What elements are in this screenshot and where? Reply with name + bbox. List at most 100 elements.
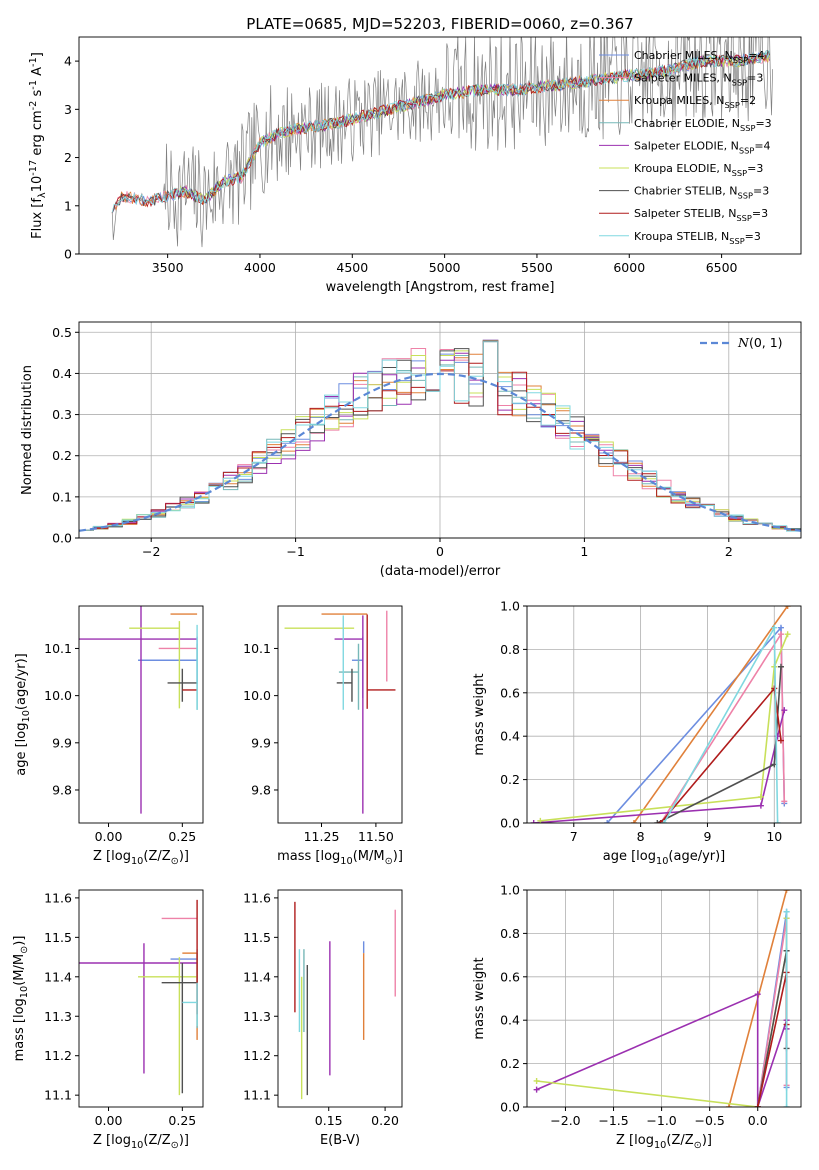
x-tick-label: 1: [580, 544, 588, 559]
y-tick-label: 10.0: [44, 688, 72, 703]
axes-frame: [526, 605, 802, 824]
x-tick-label: 0: [436, 544, 444, 559]
weight-marker: [630, 820, 637, 823]
x-tick-label: −1.0: [646, 1113, 676, 1128]
y-tick-label: 11.5: [44, 930, 72, 945]
y-tick-label: 11.1: [243, 1088, 271, 1103]
weight-marker: [757, 802, 764, 809]
age-vs-mass-panel: 11.25 11.50 9.8 9.9 10.0 10.1 mass [log10(M/M⊙…: [243, 605, 403, 867]
weight-marker: [784, 606, 791, 609]
y-tick-label: 11.4: [44, 969, 72, 984]
weight-marker: [777, 631, 784, 638]
legend-label: Kroupa ELODIE, NSSP=3: [634, 162, 763, 178]
observed-spectrum: [111, 37, 773, 248]
y-tick-label: 0.6: [500, 969, 520, 984]
y-tick-label: 11.5: [243, 930, 271, 945]
weight-marker: [725, 1104, 732, 1107]
y-tick-label: 0: [64, 247, 72, 262]
weight-marker: [530, 820, 537, 823]
x-tick-label: 7: [570, 829, 578, 844]
y-tick-label: 0.6: [500, 685, 520, 700]
y-tick-label: 0.3: [52, 407, 72, 422]
y-axis-label: Normed distribution: [20, 365, 35, 495]
weight-marker: [754, 991, 761, 998]
model-series-3: [170, 49, 770, 203]
y-axis-label: mass [log10(M/M⊙)]: [12, 936, 30, 1062]
mass-vs-metallicity-panel: 0.00 0.25 11.1 11.2 11.3 11.4 11.5 11.6 Z [log10…: [12, 889, 204, 1151]
axes-frame: [78, 321, 802, 539]
y-tick-label: 11.6: [44, 890, 72, 905]
weight-vs-metallicity-panel: −2.0 −1.5 −1.0 −0.5 0.0 0.0 0.2 0.4 0.6 0.8 1.0 Z […: [472, 883, 802, 1151]
x-axis-label: Z [log10(Z/Z⊙)]: [93, 849, 189, 867]
y-tick-label: 10.0: [243, 688, 271, 703]
x-tick-label: 0.25: [168, 829, 196, 844]
model-series-8: [111, 50, 770, 213]
axes-frame: [78, 36, 802, 255]
weight-line-6: [660, 686, 782, 823]
y-axis-label: age [log10(age/yr)]: [14, 653, 32, 776]
x-tick-label: −2.0: [550, 1113, 580, 1128]
weight-marker: [533, 1077, 540, 1084]
x-tick-label: 0.25: [168, 1113, 196, 1128]
plot-area: [533, 890, 790, 1107]
plot-area: [111, 37, 773, 248]
y-tick-label: 11.1: [44, 1088, 72, 1103]
y-tick-label: 11.2: [44, 1048, 72, 1063]
y-tick-label: 0.2: [52, 448, 72, 463]
y-tick-label: 9.8: [52, 782, 72, 797]
y-tick-label: 4: [64, 54, 72, 69]
x-tick-label: −1: [286, 544, 304, 559]
weight-marker: [771, 685, 778, 692]
weight-marker: [777, 737, 784, 744]
x-axis-label: Z [log10(Z/Z⊙)]: [616, 1133, 712, 1151]
x-tick-label: −0.5: [694, 1113, 724, 1128]
weight-marker: [654, 820, 661, 823]
weight-marker: [657, 820, 664, 823]
x-tick-label: 11.50: [358, 829, 394, 844]
x-tick-label: 8: [637, 829, 645, 844]
plot-area: [530, 606, 791, 823]
y-tick-label: 0.5: [52, 325, 72, 340]
plot-area: [294, 901, 396, 1100]
weight-marker: [771, 624, 778, 631]
x-tick-label: 10: [766, 829, 782, 844]
weight-marker: [661, 820, 667, 823]
x-tick-label: 0.20: [371, 1113, 399, 1128]
weight-marker: [604, 820, 611, 823]
x-tick-label: 2: [725, 544, 733, 559]
figure-title: PLATE=0685, MJD=52203, FIBERID=0060, z=0…: [246, 15, 633, 33]
y-tick-label: 9.8: [251, 782, 271, 797]
y-tick-label: 0.1: [52, 489, 72, 504]
weight-marker: [777, 624, 784, 631]
plot-area: [79, 899, 198, 1096]
x-tick-label: 11.25: [304, 829, 340, 844]
weight-marker: [783, 908, 790, 915]
model-series-7: [111, 52, 770, 214]
weight-marker: [783, 1104, 790, 1107]
y-tick-label: 11.3: [243, 1009, 271, 1024]
legend-label: Kroupa MILES, NSSP=2: [634, 94, 756, 110]
y-tick-label: 11.2: [243, 1048, 271, 1063]
legend-label: Salpeter ELODIE, NSSP=4: [634, 139, 771, 155]
x-axis-label: E(B-V): [320, 1133, 360, 1148]
y-tick-label: 9.9: [52, 735, 72, 750]
x-axis-label: (data-model)/error: [380, 564, 501, 579]
weight-marker: [783, 890, 790, 893]
y-tick-label: 0.4: [500, 729, 520, 744]
x-tick-label: 6500: [706, 260, 738, 275]
x-tick-label: 5000: [429, 260, 461, 275]
y-tick-label: 2: [64, 150, 72, 165]
x-tick-label: 5500: [521, 260, 553, 275]
y-tick-label: 0.0: [52, 531, 72, 546]
weight-line-4: [540, 633, 789, 822]
x-tick-label: 4000: [244, 260, 276, 275]
y-axis-label: Flux [fλ10-17 erg cm-2 s-1 A-1]: [28, 52, 48, 239]
weight-marker: [533, 1086, 540, 1093]
y-tick-label: 10.1: [243, 641, 271, 656]
legend-label: N(0, 1): [737, 335, 783, 350]
x-tick-label: 6000: [613, 260, 645, 275]
x-tick-label: −2: [142, 544, 160, 559]
legend-label: Kroupa STELIB, NSSP=3: [634, 230, 761, 246]
x-axis-label: wavelength [Angstrom, rest frame]: [326, 280, 555, 295]
weight-marker: [757, 793, 764, 800]
